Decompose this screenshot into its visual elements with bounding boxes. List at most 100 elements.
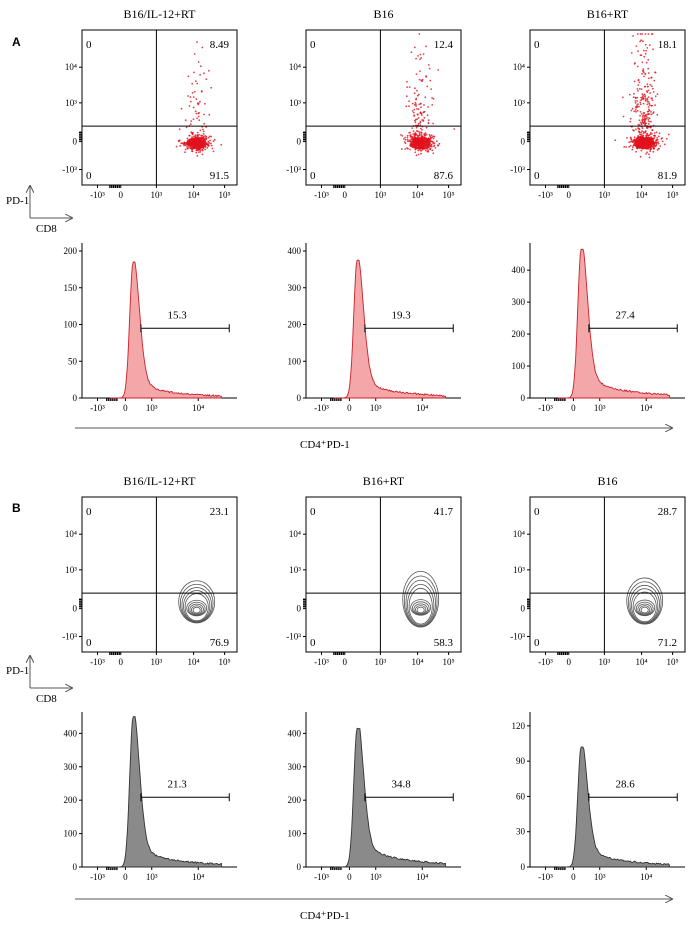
- panel-letter-b: B: [12, 501, 21, 515]
- event-dot: [437, 144, 439, 146]
- quadrant-lr-label: 81.9: [658, 170, 678, 182]
- event-dot: [197, 115, 200, 118]
- x-tick-label: 10⁴: [640, 872, 652, 882]
- event-dot: [198, 148, 201, 151]
- event-dot: [639, 101, 642, 104]
- event-dot: [420, 112, 423, 115]
- event-dot: [421, 129, 423, 131]
- event-dot: [203, 72, 205, 75]
- event-dot: [417, 149, 420, 152]
- event-dot: [649, 131, 652, 134]
- dot-plot-3: B16+RT 10⁴ 10³ 0 -10³ -10³ 0 10³ 10⁴ 10⁵ 0 18.1 0 81.…: [510, 7, 686, 200]
- event-dot: [432, 152, 435, 155]
- event-dot: [412, 130, 415, 133]
- x-tick-label: 0: [571, 872, 576, 882]
- event-dot: [406, 147, 408, 149]
- event-dot: [210, 142, 212, 145]
- axis-legend-b: PD-1 CD8: [6, 656, 72, 705]
- y-tick-label: 0: [297, 137, 302, 147]
- x-tick-label: 10⁴: [636, 190, 648, 200]
- event-dot: [418, 132, 421, 135]
- event-dot: [649, 92, 652, 94]
- quadrant-lr-label: 58.3: [434, 637, 454, 649]
- event-dot: [644, 123, 646, 126]
- y-legend-label: PD-1: [6, 665, 29, 677]
- contour-ring: [631, 588, 659, 624]
- contour-ring: [183, 590, 211, 622]
- event-dot: [183, 144, 186, 147]
- event-dot: [210, 144, 213, 147]
- event-dot: [643, 75, 645, 78]
- contour-ring: [187, 601, 206, 616]
- x-tick-label: -10³: [314, 190, 329, 200]
- event-dot: [646, 132, 649, 135]
- event-dot: [417, 55, 419, 57]
- event-dot: [641, 130, 643, 133]
- event-dot: [432, 122, 434, 125]
- event-dot: [404, 142, 407, 145]
- event-dot: [647, 106, 650, 108]
- quadrant-ur-label: 23.1: [210, 506, 229, 518]
- event-dot: [419, 70, 421, 73]
- event-dot: [641, 121, 644, 123]
- event-dot: [192, 106, 195, 109]
- histogram-area: [109, 715, 222, 868]
- event-dot: [186, 145, 188, 148]
- y-tick-label: 200: [64, 795, 78, 805]
- event-dot: [415, 98, 417, 101]
- event-dot: [178, 128, 181, 131]
- event-dot: [647, 72, 650, 74]
- x-tick-label: 10³: [146, 403, 158, 413]
- contour-ring: [632, 591, 657, 623]
- event-dot: [420, 135, 423, 138]
- event-dot: [646, 97, 649, 100]
- event-dot: [410, 136, 413, 139]
- event-dot: [639, 121, 642, 124]
- y-tick-label: 0: [521, 393, 526, 403]
- event-dot: [429, 135, 431, 138]
- event-dot: [420, 133, 423, 136]
- event-dot: [425, 45, 427, 48]
- event-dot: [648, 102, 651, 105]
- event-dot: [660, 137, 663, 140]
- event-dot: [420, 150, 423, 152]
- event-dot: [416, 108, 418, 110]
- event-dot: [636, 147, 639, 150]
- event-dot: [641, 117, 644, 119]
- event-dot: [409, 134, 412, 137]
- quadrant-ll-label: 0: [310, 637, 316, 649]
- histogram-4: 200 150 100 50 0 -10³ 0 10³ 10⁴ 15.3: [64, 243, 237, 413]
- event-dot: [407, 140, 409, 143]
- event-dot: [628, 146, 631, 148]
- event-dot: [195, 112, 198, 115]
- event-dot: [429, 145, 432, 148]
- event-dot: [636, 88, 639, 90]
- event-dot: [632, 35, 634, 37]
- event-dot: [426, 114, 429, 117]
- event-dot: [186, 137, 189, 140]
- event-dot: [406, 134, 409, 137]
- y-tick-label: -10³: [62, 632, 77, 642]
- event-dot: [199, 65, 202, 68]
- event-dot: [646, 99, 649, 101]
- event-dot: [644, 130, 647, 132]
- x-tick-label: 10⁵: [443, 190, 455, 200]
- event-dot: [192, 135, 195, 138]
- event-dot: [652, 91, 655, 93]
- event-dot: [643, 86, 646, 88]
- event-dot: [193, 53, 196, 55]
- event-dot: [642, 114, 645, 116]
- quadrant-ll-label: 0: [534, 637, 540, 649]
- event-dot: [400, 134, 402, 136]
- y-tick-label: 10⁴: [513, 529, 525, 539]
- event-dot: [642, 102, 645, 105]
- dot-plot-2: B16 10⁴ 10³ 0 -10³ -10³ 0 10³ 10⁴ 10⁵ 0 12.4 0 87.6: [286, 7, 462, 200]
- event-dot: [438, 142, 441, 145]
- y-tick-label: 0: [521, 862, 526, 872]
- event-dot: [653, 134, 656, 137]
- y-tick-label: 10³: [65, 565, 77, 575]
- event-dot: [631, 146, 634, 149]
- contour-ring: [413, 603, 428, 615]
- contour-ring: [629, 584, 660, 624]
- event-dot: [411, 136, 414, 139]
